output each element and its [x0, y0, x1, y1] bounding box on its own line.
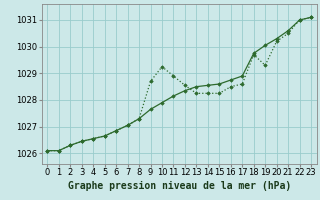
X-axis label: Graphe pression niveau de la mer (hPa): Graphe pression niveau de la mer (hPa) — [68, 181, 291, 191]
